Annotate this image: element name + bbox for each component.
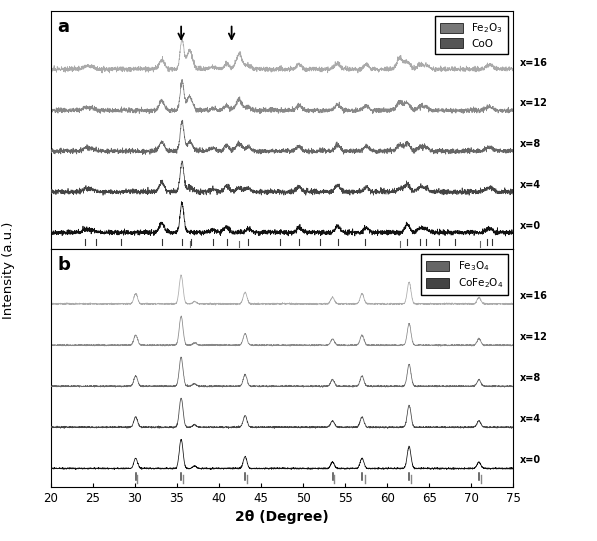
Text: x=8: x=8: [520, 373, 541, 383]
Text: a: a: [58, 18, 70, 36]
Legend: Fe$_2$O$_3$, CoO: Fe$_2$O$_3$, CoO: [435, 16, 508, 54]
Text: x=4: x=4: [520, 414, 541, 424]
Text: x=16: x=16: [520, 58, 548, 68]
Text: x=0: x=0: [520, 456, 541, 465]
Text: b: b: [58, 256, 70, 274]
Text: x=12: x=12: [520, 98, 548, 108]
Text: x=16: x=16: [520, 291, 548, 301]
Text: Intensity (a.u.): Intensity (a.u.): [2, 222, 16, 319]
Legend: Fe$_3$O$_4$, CoFe$_2$O$_4$: Fe$_3$O$_4$, CoFe$_2$O$_4$: [421, 254, 508, 295]
Text: x=0: x=0: [520, 221, 541, 230]
Text: x=4: x=4: [520, 180, 541, 190]
Text: x=12: x=12: [520, 332, 548, 342]
Text: x=8: x=8: [520, 139, 541, 149]
X-axis label: 2θ (Degree): 2θ (Degree): [235, 510, 329, 524]
